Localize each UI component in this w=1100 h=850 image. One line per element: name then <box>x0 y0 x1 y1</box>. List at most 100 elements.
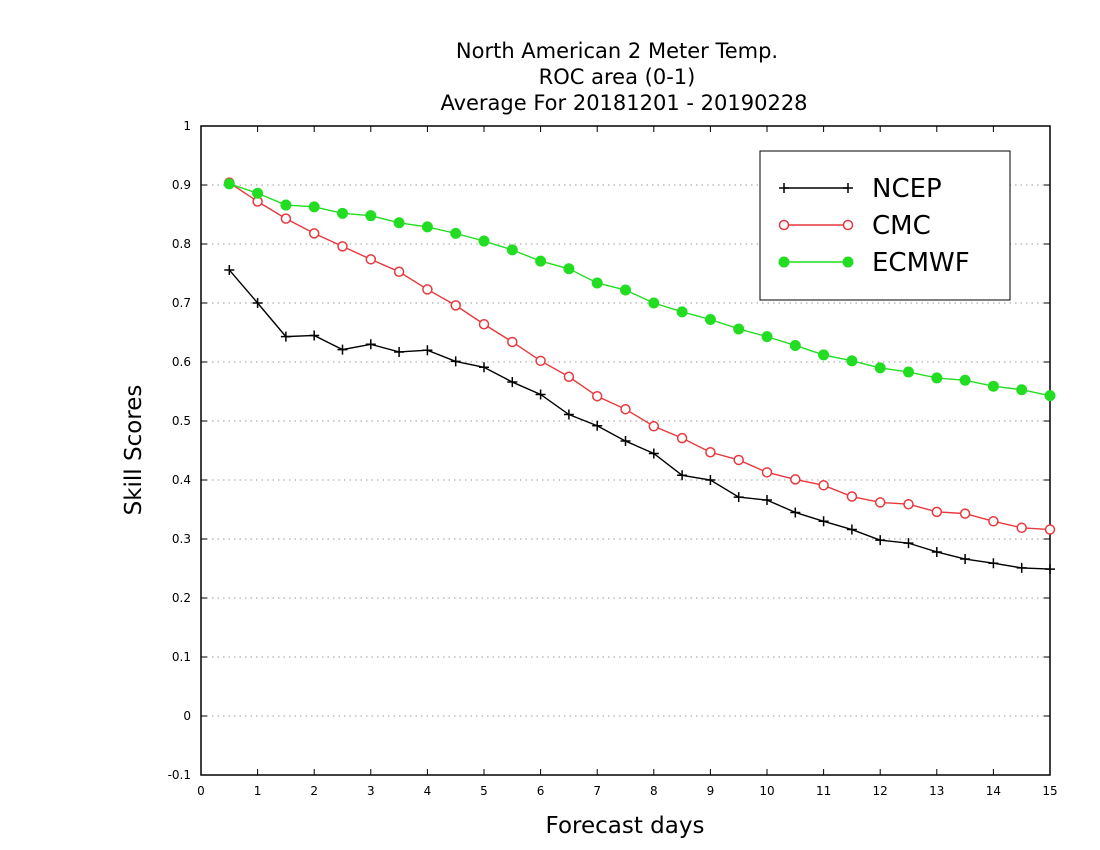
x-tick-label: 8 <box>650 784 658 798</box>
data-point <box>677 470 688 481</box>
data-point <box>450 356 461 367</box>
data-point <box>903 366 914 378</box>
grid-lines <box>201 184 1050 717</box>
data-point <box>818 516 829 527</box>
data-point <box>988 558 999 569</box>
data-point <box>676 432 688 444</box>
legend-item-ncep: NCEP <box>779 174 942 204</box>
x-tick-label: 4 <box>424 784 432 798</box>
data-point <box>931 546 942 557</box>
legend-label: NCEP <box>872 174 942 204</box>
legend-item-ecmwf: ECMWF <box>778 248 970 278</box>
y-axis-label: Skill Scores <box>121 385 147 516</box>
series-line <box>228 269 1051 570</box>
data-point <box>1016 562 1027 573</box>
data-point <box>223 178 235 190</box>
x-tick-label: 2 <box>310 784 318 798</box>
data-point <box>789 339 801 351</box>
data-point <box>620 403 631 415</box>
data-point <box>393 217 405 229</box>
legend-box <box>759 150 1011 301</box>
x-tick-label: 14 <box>986 784 1001 798</box>
data-point <box>507 336 518 348</box>
y-tick-label: 0.1 <box>172 650 191 664</box>
data-point <box>779 183 789 193</box>
x-tick-label: 12 <box>873 784 888 798</box>
data-point <box>280 213 292 224</box>
y-tick-label: 0.5 <box>172 414 191 428</box>
data-point <box>705 475 716 485</box>
legend-item-cmc: CMC <box>778 211 931 241</box>
data-point <box>421 221 433 233</box>
data-point <box>676 306 688 318</box>
data-point <box>818 349 830 361</box>
data-point <box>761 331 773 343</box>
data-point <box>422 284 433 295</box>
data-point <box>790 474 801 485</box>
data-point <box>535 255 547 267</box>
data-point <box>903 538 914 549</box>
x-tick-label: 15 <box>1042 784 1057 798</box>
x-tick-label: 7 <box>593 784 601 798</box>
legend: NCEP CMC ECMWF <box>759 150 1011 301</box>
data-point <box>1016 522 1027 534</box>
data-point <box>563 409 574 420</box>
data-point <box>365 210 377 222</box>
data-point <box>843 183 853 193</box>
data-point <box>705 447 716 458</box>
data-point <box>733 454 744 466</box>
series-layer <box>223 177 1056 575</box>
data-point <box>337 241 348 252</box>
data-point <box>959 374 971 386</box>
x-tick-label: 13 <box>929 784 944 798</box>
x-tick-label: 9 <box>707 784 715 798</box>
series-ecmwf <box>223 178 1056 402</box>
series-cmc <box>224 177 1056 535</box>
y-tick-label: 1 <box>183 119 191 133</box>
y-tick-label: 0.6 <box>172 355 191 369</box>
data-point <box>365 339 376 350</box>
data-point <box>778 219 790 231</box>
chart-title: North American 2 Meter Temp. ROC area (0… <box>440 39 807 115</box>
y-tick-label: 0.2 <box>172 591 191 605</box>
data-point <box>846 524 857 535</box>
data-point <box>903 498 914 510</box>
data-point <box>450 227 462 239</box>
data-point <box>761 467 773 478</box>
data-point <box>252 298 263 308</box>
data-point <box>762 495 772 506</box>
data-point <box>591 277 603 289</box>
data-point <box>704 314 716 326</box>
data-point <box>818 480 829 491</box>
data-point <box>846 355 858 367</box>
x-tick-label: 0 <box>197 784 205 798</box>
data-point <box>478 235 490 247</box>
data-point <box>393 266 405 277</box>
x-tick-label: 6 <box>537 784 545 798</box>
data-point <box>648 421 660 432</box>
data-point <box>592 420 603 431</box>
data-point <box>874 362 886 374</box>
plot-frame <box>200 125 1051 776</box>
data-point <box>1044 524 1056 535</box>
data-point <box>931 506 943 518</box>
legend-label: CMC <box>872 211 931 241</box>
x-axis-label: Forecast days <box>546 813 705 839</box>
title-line-2: ROC area (0-1) <box>539 65 696 89</box>
data-point <box>648 297 660 309</box>
data-point <box>394 346 405 357</box>
data-point <box>563 263 575 275</box>
data-point <box>478 318 490 330</box>
data-point <box>960 554 971 565</box>
data-point <box>224 264 235 275</box>
data-point <box>280 331 291 342</box>
data-point <box>620 436 631 447</box>
y-tick-label: 0.8 <box>172 237 191 251</box>
y-tick-label: 0.7 <box>172 296 191 310</box>
data-point <box>506 244 518 256</box>
axis-ticks: -0.100.10.20.30.40.50.60.70.80.910 1 2 3 4 5 6… <box>168 119 1058 798</box>
data-point <box>1016 384 1028 396</box>
data-point <box>842 219 854 231</box>
data-point <box>874 497 886 508</box>
